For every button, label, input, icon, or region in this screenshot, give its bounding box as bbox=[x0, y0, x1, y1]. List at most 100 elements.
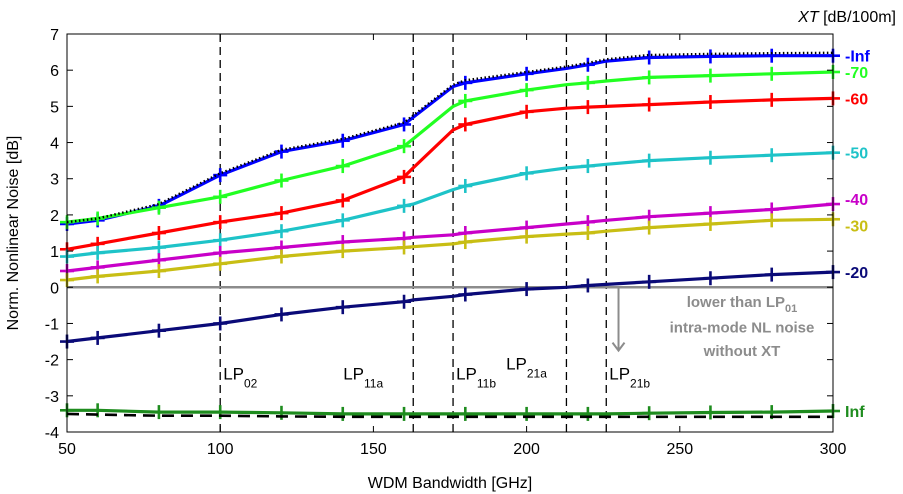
annotation: lower than LP01 intra-mode NL noise withou… bbox=[611, 287, 815, 360]
mode-label-main: LP bbox=[223, 365, 244, 384]
data-point bbox=[764, 148, 779, 163]
data-point bbox=[703, 216, 718, 231]
data-point bbox=[90, 330, 105, 345]
y-tick-label: 5 bbox=[50, 99, 59, 116]
data-point bbox=[151, 263, 166, 278]
series-line bbox=[66, 70, 834, 224]
data-point bbox=[397, 169, 412, 184]
mode-label-sub: 21a bbox=[527, 367, 547, 381]
y-tick-label: -2 bbox=[45, 353, 59, 370]
data-point bbox=[274, 144, 289, 159]
series bbox=[60, 403, 840, 421]
data-point bbox=[335, 159, 350, 174]
data-point bbox=[642, 70, 657, 85]
series-label: -20 bbox=[845, 265, 868, 282]
data-point bbox=[519, 66, 534, 81]
series bbox=[60, 91, 840, 257]
annotation-arrow-head bbox=[611, 341, 626, 353]
data-point bbox=[458, 93, 473, 108]
series-label: -Inf bbox=[845, 49, 871, 66]
data-point bbox=[519, 282, 534, 297]
data-point bbox=[458, 406, 473, 421]
data-point bbox=[764, 66, 779, 81]
series-label: -30 bbox=[845, 218, 868, 235]
legend-title-italic: XT bbox=[797, 9, 820, 26]
data-point bbox=[580, 57, 595, 72]
series-line bbox=[66, 54, 833, 226]
mode-label: LP21a bbox=[506, 355, 547, 381]
data-point bbox=[213, 233, 228, 248]
data-point bbox=[90, 269, 105, 284]
data-point bbox=[642, 274, 657, 289]
mode-label: LP02 bbox=[223, 365, 257, 391]
data-point bbox=[151, 240, 166, 255]
y-tick-label: 0 bbox=[50, 280, 59, 297]
legend-title-rest: [dB/100m] bbox=[819, 9, 896, 26]
x-axis-title: WDM Bandwidth [GHz] bbox=[368, 475, 532, 492]
data-point bbox=[274, 224, 289, 239]
annotation-line1-sub: 01 bbox=[785, 303, 797, 315]
data-point bbox=[580, 278, 595, 293]
y-axis-title: Norm. Nonlinear Noise [dB] bbox=[5, 136, 22, 331]
data-point bbox=[213, 189, 228, 204]
annotation-line2: intra-mode NL noise bbox=[670, 320, 815, 337]
legend-title: XT [dB/100m] bbox=[797, 9, 896, 26]
data-point bbox=[458, 178, 473, 193]
y-tick-label: -3 bbox=[45, 389, 59, 406]
data-point bbox=[458, 117, 473, 132]
y-tick-label: -4 bbox=[45, 425, 59, 442]
data-point bbox=[580, 100, 595, 115]
data-point bbox=[335, 193, 350, 208]
series-line bbox=[67, 408, 834, 416]
series-line bbox=[66, 202, 834, 273]
data-point bbox=[335, 244, 350, 259]
series-line bbox=[66, 151, 834, 259]
data-point bbox=[397, 198, 412, 213]
data-point bbox=[274, 206, 289, 221]
data-point bbox=[764, 92, 779, 107]
data-point bbox=[580, 75, 595, 90]
data-point bbox=[274, 249, 289, 264]
data-point bbox=[397, 406, 412, 421]
x-tick-label: 300 bbox=[820, 441, 847, 458]
data-point bbox=[519, 229, 534, 244]
data-point bbox=[397, 294, 412, 309]
data-point bbox=[274, 173, 289, 188]
data-point bbox=[580, 406, 595, 421]
y-tick-label: -1 bbox=[45, 316, 59, 333]
data-point bbox=[519, 83, 534, 98]
mode-label-sub: 02 bbox=[244, 377, 258, 391]
data-point bbox=[335, 300, 350, 315]
data-point bbox=[151, 200, 166, 215]
series bbox=[60, 212, 840, 288]
annotation-line3: without XT bbox=[703, 343, 781, 360]
data-point bbox=[642, 50, 657, 65]
data-point bbox=[397, 139, 412, 154]
data-point bbox=[519, 104, 534, 119]
series bbox=[60, 265, 840, 349]
mode-label-main: LP bbox=[506, 355, 527, 374]
reference-curve bbox=[66, 412, 833, 419]
data-point bbox=[90, 245, 105, 260]
data-point bbox=[213, 316, 228, 331]
data-point bbox=[90, 211, 105, 226]
data-point bbox=[151, 323, 166, 338]
reference-curve bbox=[66, 51, 834, 224]
data-point bbox=[335, 213, 350, 228]
series-label: -60 bbox=[845, 91, 868, 108]
data-point bbox=[519, 166, 534, 181]
data-point bbox=[151, 226, 166, 240]
data-point bbox=[274, 307, 289, 322]
y-tick-label: 7 bbox=[50, 27, 59, 44]
x-tick-label: 200 bbox=[513, 441, 540, 458]
y-tick-label: 2 bbox=[50, 208, 59, 225]
data-point bbox=[458, 75, 473, 90]
data-point bbox=[642, 153, 657, 168]
series bbox=[60, 197, 840, 278]
data-point bbox=[213, 215, 228, 230]
series-label: -40 bbox=[845, 192, 868, 209]
series-group bbox=[60, 48, 840, 421]
